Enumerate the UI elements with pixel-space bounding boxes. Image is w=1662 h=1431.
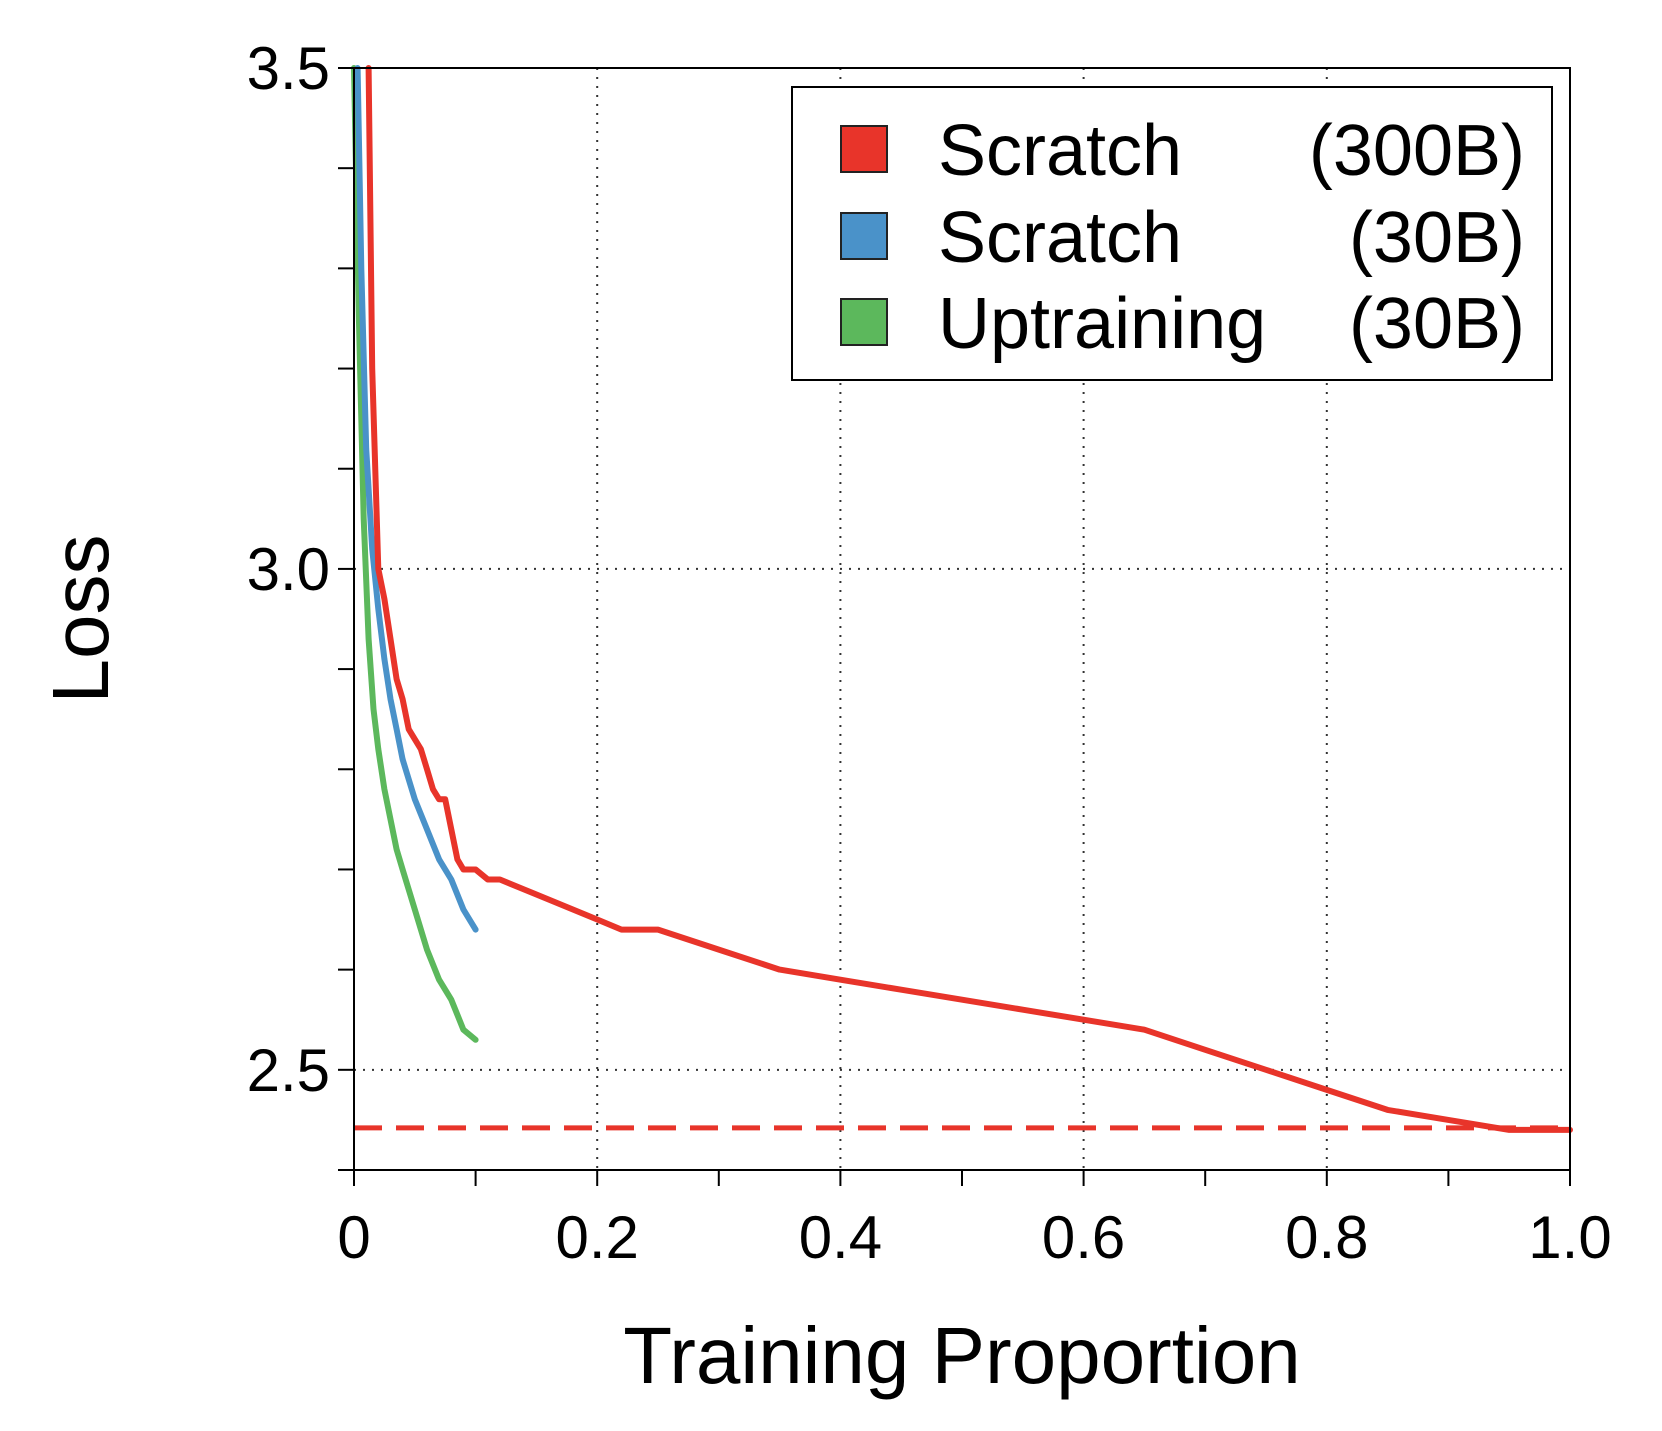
grid-lines [354, 68, 1570, 1170]
legend-swatch [840, 298, 888, 346]
y-tick-label: 3.5 [247, 35, 330, 102]
series-line-scratch-30b [354, 65, 479, 933]
legend-swatch [840, 125, 888, 173]
series-lines [351, 65, 1573, 1133]
x-tick-label: 0.4 [799, 1204, 882, 1271]
x-tick-label: 1.0 [1528, 1204, 1611, 1271]
x-tick-label: 0.8 [1285, 1204, 1368, 1271]
legend-label: Scratch [938, 198, 1182, 278]
y-axis-title: Loss [36, 535, 125, 704]
legend-size: (30B) [1349, 198, 1525, 278]
legend: Scratch (300B) Scratch (30B) Uptraining (30B) [791, 86, 1553, 381]
legend-label: Uptraining [938, 284, 1266, 364]
x-axis-title: Training Proportion [623, 1311, 1300, 1400]
legend-size: (300B) [1309, 111, 1525, 191]
x-tick-label: 0.6 [1042, 1204, 1125, 1271]
legend-box [791, 86, 1553, 381]
axis-ticks [338, 67, 1571, 1186]
legend-swatch [840, 212, 888, 260]
legend-size: (30B) [1349, 284, 1525, 364]
tick-labels: 0 0.2 0.4 0.6 0.8 1.0 2.5 3.0 3.5 [247, 35, 1612, 1271]
x-tick-label: 0.2 [555, 1204, 638, 1271]
y-tick-label: 2.5 [247, 1037, 330, 1104]
y-tick-label: 3.0 [247, 536, 330, 603]
series-line-scratch-300b [365, 65, 1573, 1133]
series-line-uptraining-30b [351, 65, 479, 1043]
legend-label: Scratch [938, 111, 1182, 191]
x-tick-label: 0 [337, 1204, 370, 1271]
